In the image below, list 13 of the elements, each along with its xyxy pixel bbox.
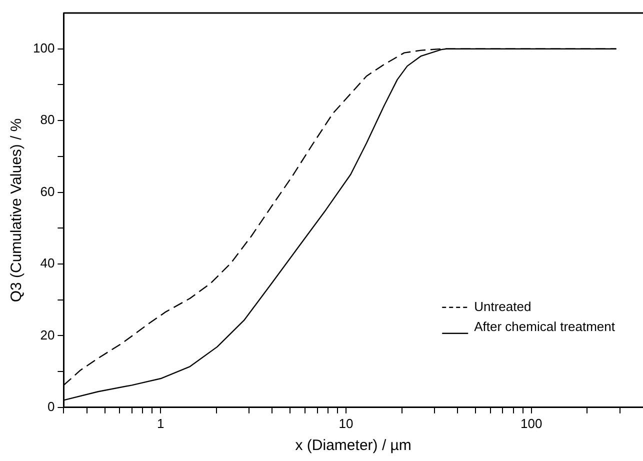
x-tick-label: 100 [520, 416, 542, 431]
legend-label: Untreated [474, 298, 532, 314]
y-tick-label: 60 [40, 184, 55, 199]
x-axis-title: x (Diameter) / µm [295, 437, 412, 454]
y-tick-label: 0 [47, 398, 55, 414]
y-tick-label: 20 [40, 327, 55, 342]
y-tick-label: 40 [40, 256, 55, 271]
y-tick-label: 100 [32, 40, 55, 56]
y-axis-title: Q3 (Cumulative Values) / % [8, 118, 26, 302]
legend-label: After chemical treatment [474, 318, 616, 334]
y-tick-label: 80 [40, 112, 55, 128]
x-tick-label: 10 [338, 416, 354, 431]
x-tick-label: 1 [157, 416, 164, 431]
